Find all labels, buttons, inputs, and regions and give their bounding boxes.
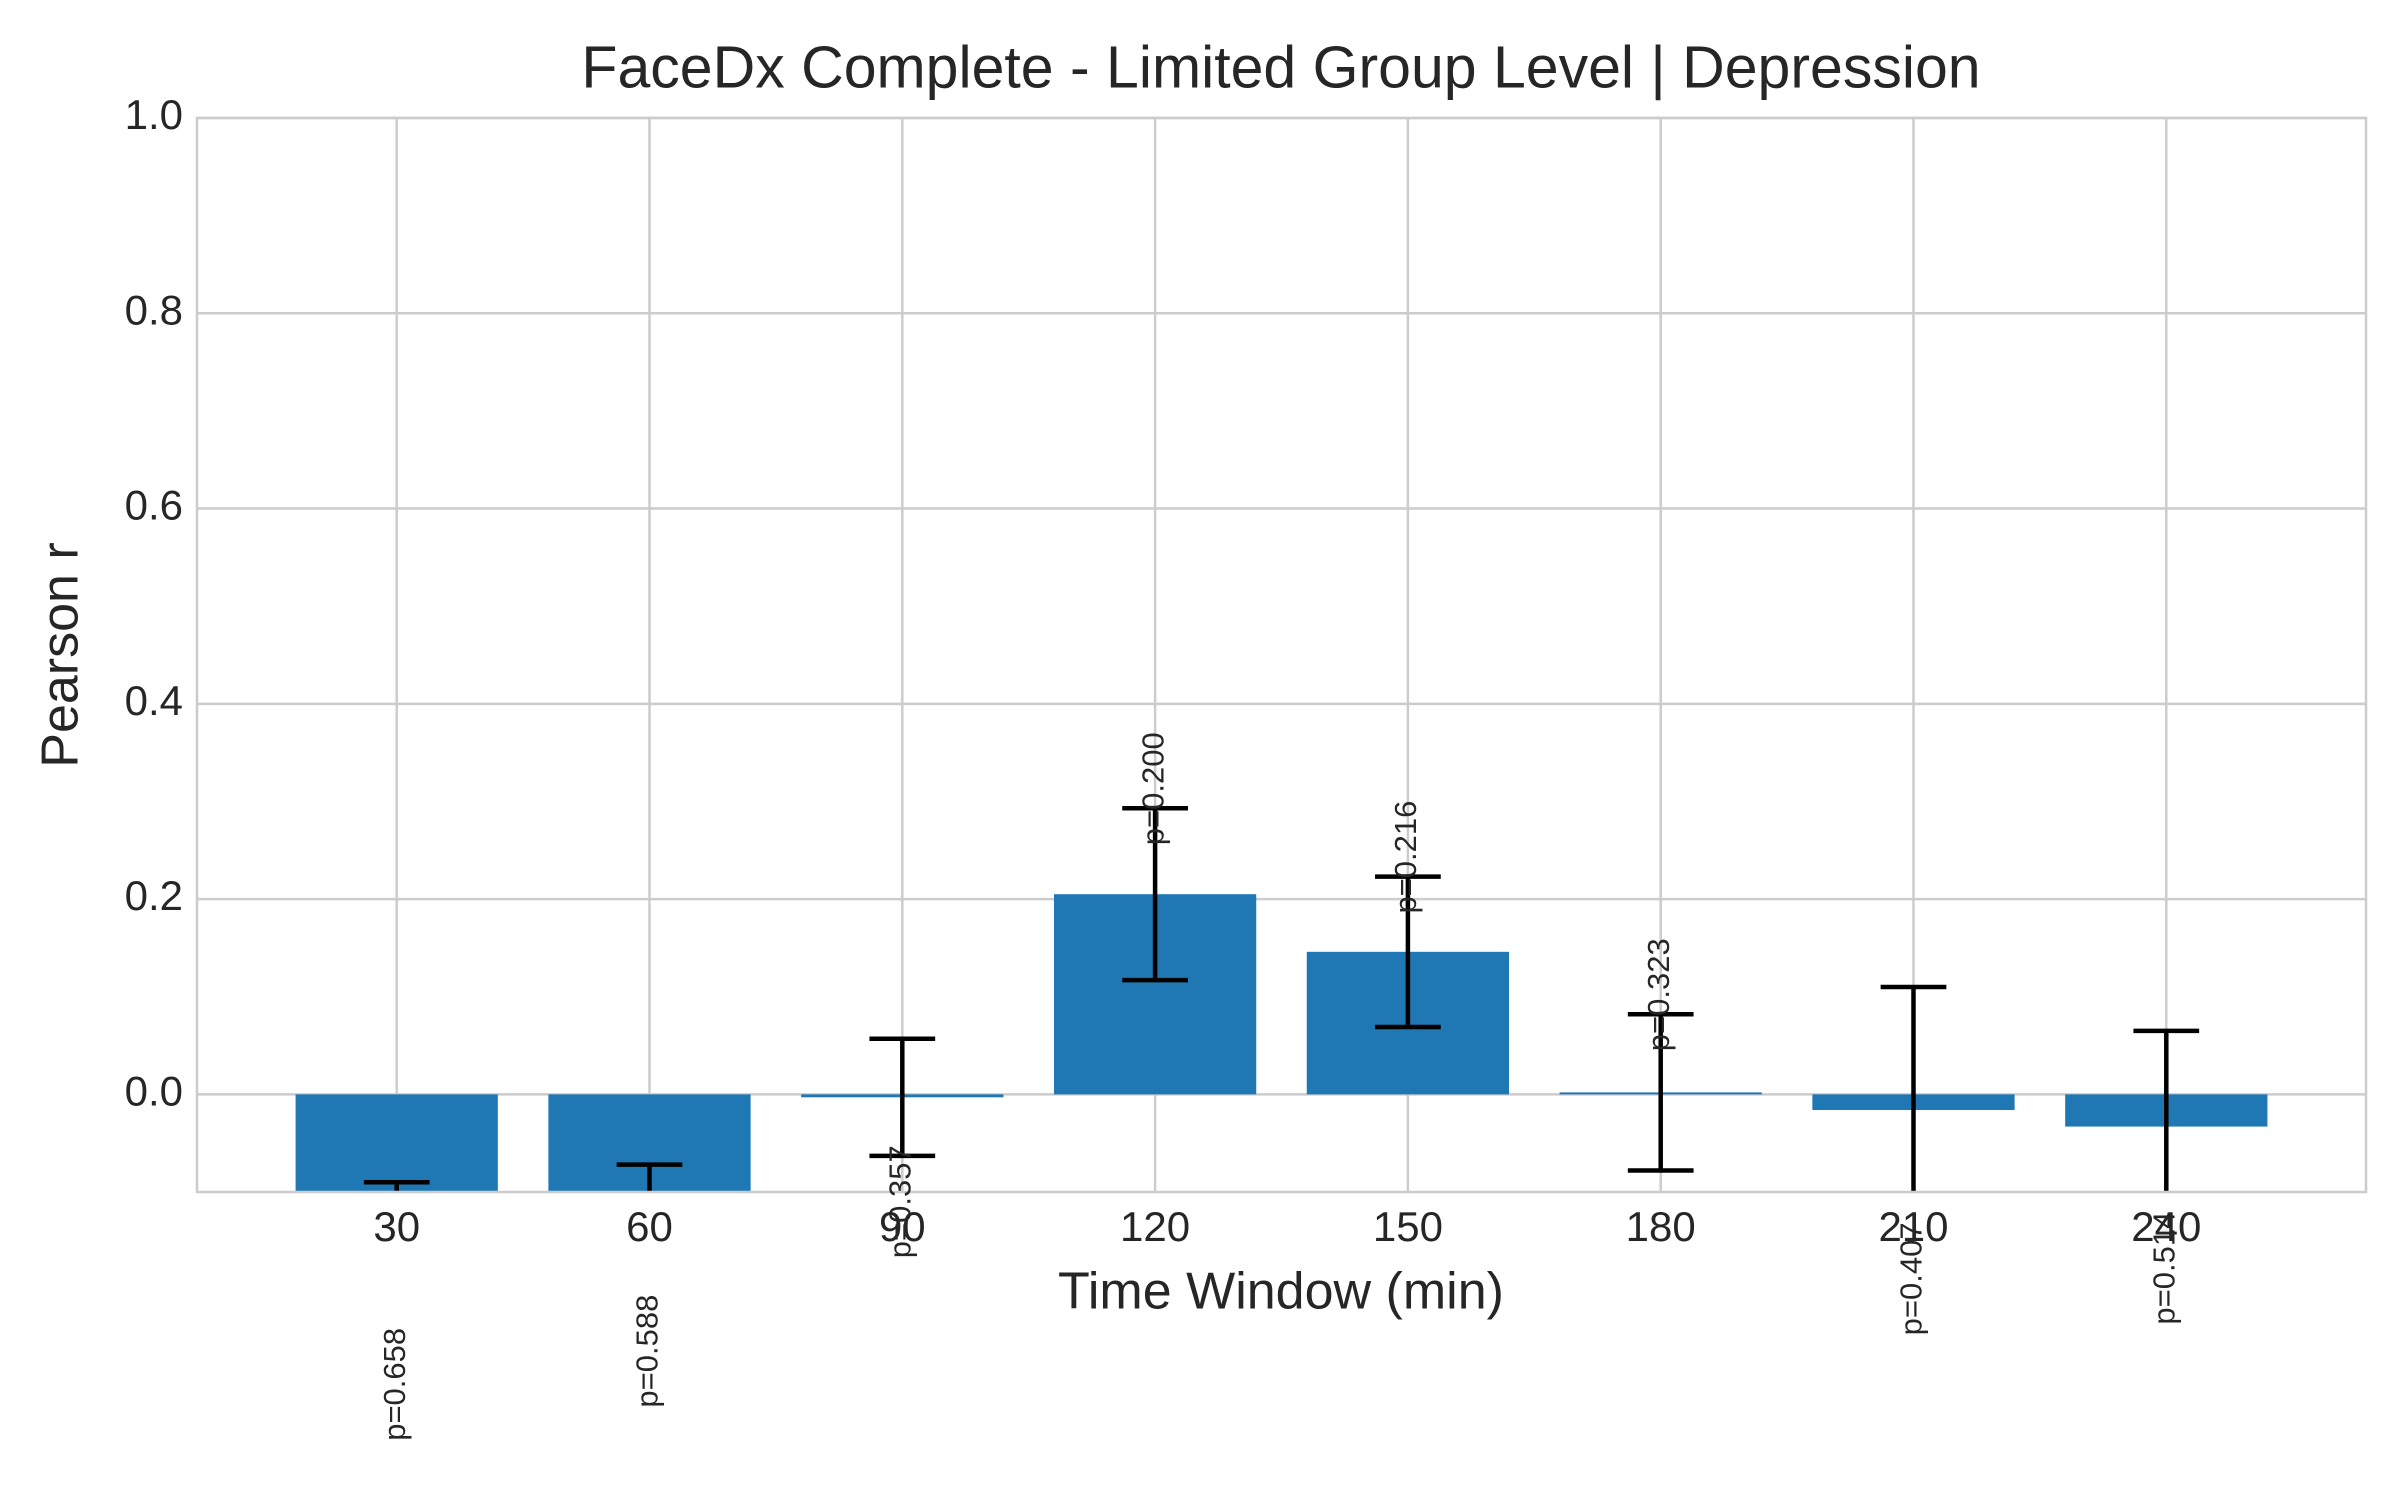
x-tick-label: 60: [626, 1203, 673, 1250]
error-bar: [616, 1162, 683, 1192]
y-tick-label: 0.6: [125, 482, 183, 529]
p-value-label: p=0.658: [377, 1328, 412, 1441]
x-tick-label: 240: [2131, 1203, 2201, 1250]
bar: [295, 1094, 498, 1192]
y-tick-label: 0.0: [125, 1067, 183, 1114]
p-value-label: p=0.357: [882, 1145, 917, 1258]
p-value-label: p=0.216: [1388, 801, 1423, 914]
x-tick-label: 210: [1878, 1203, 1948, 1250]
x-tick-label: 90: [879, 1203, 926, 1250]
y-tick-label: 0.8: [125, 286, 183, 333]
error-bar: [1375, 874, 1441, 1030]
error-bar: [2133, 1028, 2200, 1192]
grid: [197, 116, 2366, 1192]
x-tick-label: 180: [1626, 1203, 1696, 1250]
x-tick-label: 30: [373, 1203, 420, 1250]
error-bar: [1880, 984, 1947, 1192]
y-axis-label: Pearson r: [32, 542, 90, 767]
labels: 0.00.20.40.60.81.030p=0.65860p=0.58890p=…: [125, 91, 2202, 1441]
x-axis-label: Time Window (min): [1058, 1263, 1504, 1321]
error-bar: [869, 1036, 936, 1159]
error-bar: [1627, 1012, 1694, 1173]
plot-area: [295, 806, 2268, 1192]
p-value-label: p=0.407: [1894, 1222, 1929, 1335]
y-tick-label: 1.0: [125, 91, 183, 138]
axes-frame: [195, 116, 2368, 1194]
p-value-label: p=0.200: [1135, 732, 1170, 845]
error-bar: [1122, 806, 1188, 983]
y-tick-label: 0.4: [125, 677, 183, 724]
x-tick-label: 150: [1373, 1203, 1443, 1250]
error-bar: [363, 1179, 430, 1192]
chart-title: FaceDx Complete - Limited Group Level | …: [581, 35, 1980, 101]
y-tick-label: 0.2: [125, 872, 183, 919]
p-value-label: p=0.514: [2146, 1212, 2181, 1325]
x-tick-label: 120: [1120, 1203, 1190, 1250]
p-value-label: p=0.588: [630, 1295, 665, 1408]
p-value-label: p=0.323: [1641, 938, 1676, 1051]
